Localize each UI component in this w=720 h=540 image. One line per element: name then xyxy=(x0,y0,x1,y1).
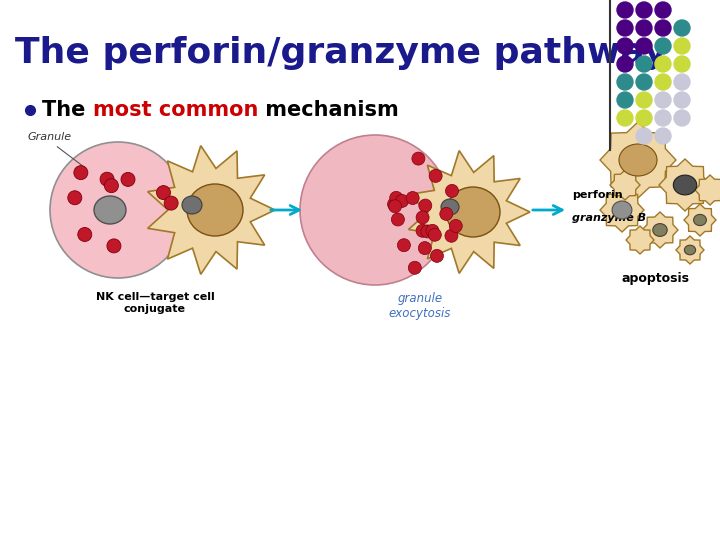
Ellipse shape xyxy=(653,224,667,237)
Circle shape xyxy=(655,92,671,108)
Circle shape xyxy=(387,198,400,211)
Circle shape xyxy=(397,239,410,252)
Circle shape xyxy=(636,20,652,36)
Ellipse shape xyxy=(673,175,697,195)
Text: The perforin/granzyme pathway: The perforin/granzyme pathway xyxy=(15,36,667,70)
Polygon shape xyxy=(600,122,676,198)
Circle shape xyxy=(674,74,690,90)
Circle shape xyxy=(429,170,442,183)
Circle shape xyxy=(674,38,690,54)
Circle shape xyxy=(655,110,671,126)
Circle shape xyxy=(419,199,432,212)
Ellipse shape xyxy=(300,135,450,285)
Circle shape xyxy=(390,191,402,204)
Circle shape xyxy=(107,239,121,253)
Text: Granule: Granule xyxy=(28,132,72,142)
Circle shape xyxy=(674,56,690,72)
Circle shape xyxy=(636,110,652,126)
Circle shape xyxy=(78,227,91,241)
Ellipse shape xyxy=(50,142,186,278)
Circle shape xyxy=(655,20,671,36)
Circle shape xyxy=(412,152,425,165)
Circle shape xyxy=(617,74,633,90)
Circle shape xyxy=(68,191,82,205)
Circle shape xyxy=(416,211,429,224)
Circle shape xyxy=(636,56,652,72)
Circle shape xyxy=(445,230,458,242)
Text: apoptosis: apoptosis xyxy=(622,272,690,285)
Circle shape xyxy=(408,261,421,274)
Ellipse shape xyxy=(441,199,459,215)
Circle shape xyxy=(395,194,408,207)
Circle shape xyxy=(389,200,402,213)
Circle shape xyxy=(426,224,439,238)
Ellipse shape xyxy=(685,245,696,255)
Circle shape xyxy=(416,224,429,237)
Ellipse shape xyxy=(187,184,243,236)
Ellipse shape xyxy=(446,187,500,237)
Circle shape xyxy=(446,184,459,198)
Circle shape xyxy=(421,225,434,238)
Circle shape xyxy=(655,38,671,54)
Circle shape xyxy=(617,110,633,126)
Circle shape xyxy=(674,92,690,108)
Circle shape xyxy=(392,213,405,226)
Ellipse shape xyxy=(619,144,657,176)
Polygon shape xyxy=(695,175,720,205)
Polygon shape xyxy=(676,236,704,264)
Circle shape xyxy=(406,192,419,205)
Circle shape xyxy=(655,2,671,18)
Polygon shape xyxy=(684,204,716,236)
Circle shape xyxy=(617,92,633,108)
Circle shape xyxy=(636,92,652,108)
Circle shape xyxy=(636,38,652,54)
Polygon shape xyxy=(642,212,678,248)
Circle shape xyxy=(674,110,690,126)
Polygon shape xyxy=(659,159,711,211)
Circle shape xyxy=(418,241,431,254)
Circle shape xyxy=(636,2,652,18)
Ellipse shape xyxy=(94,196,126,224)
Polygon shape xyxy=(600,188,644,232)
Circle shape xyxy=(74,166,88,180)
Polygon shape xyxy=(626,226,654,254)
Text: mechanism: mechanism xyxy=(258,100,399,120)
Circle shape xyxy=(121,172,135,186)
Ellipse shape xyxy=(182,196,202,214)
Circle shape xyxy=(655,128,671,144)
Circle shape xyxy=(449,219,462,233)
Text: most common: most common xyxy=(93,100,258,120)
Circle shape xyxy=(431,249,444,262)
Circle shape xyxy=(674,20,690,36)
Circle shape xyxy=(428,228,441,241)
Circle shape xyxy=(636,74,652,90)
Circle shape xyxy=(100,172,114,186)
Circle shape xyxy=(104,179,118,193)
Polygon shape xyxy=(408,151,530,273)
Text: The: The xyxy=(42,100,93,120)
Text: granzyme B: granzyme B xyxy=(572,213,646,223)
Circle shape xyxy=(164,196,178,210)
Polygon shape xyxy=(148,146,275,274)
Circle shape xyxy=(156,186,171,200)
Ellipse shape xyxy=(612,201,632,219)
Text: granule
exocytosis: granule exocytosis xyxy=(389,292,451,320)
Circle shape xyxy=(617,38,633,54)
Ellipse shape xyxy=(693,214,706,226)
Circle shape xyxy=(655,56,671,72)
Circle shape xyxy=(440,207,453,220)
Text: NK cell—target cell
conjugate: NK cell—target cell conjugate xyxy=(96,292,215,314)
Polygon shape xyxy=(610,170,640,200)
Circle shape xyxy=(636,128,652,144)
Circle shape xyxy=(617,2,633,18)
Text: perforin: perforin xyxy=(572,190,623,200)
Circle shape xyxy=(617,56,633,72)
Circle shape xyxy=(617,20,633,36)
Circle shape xyxy=(655,74,671,90)
